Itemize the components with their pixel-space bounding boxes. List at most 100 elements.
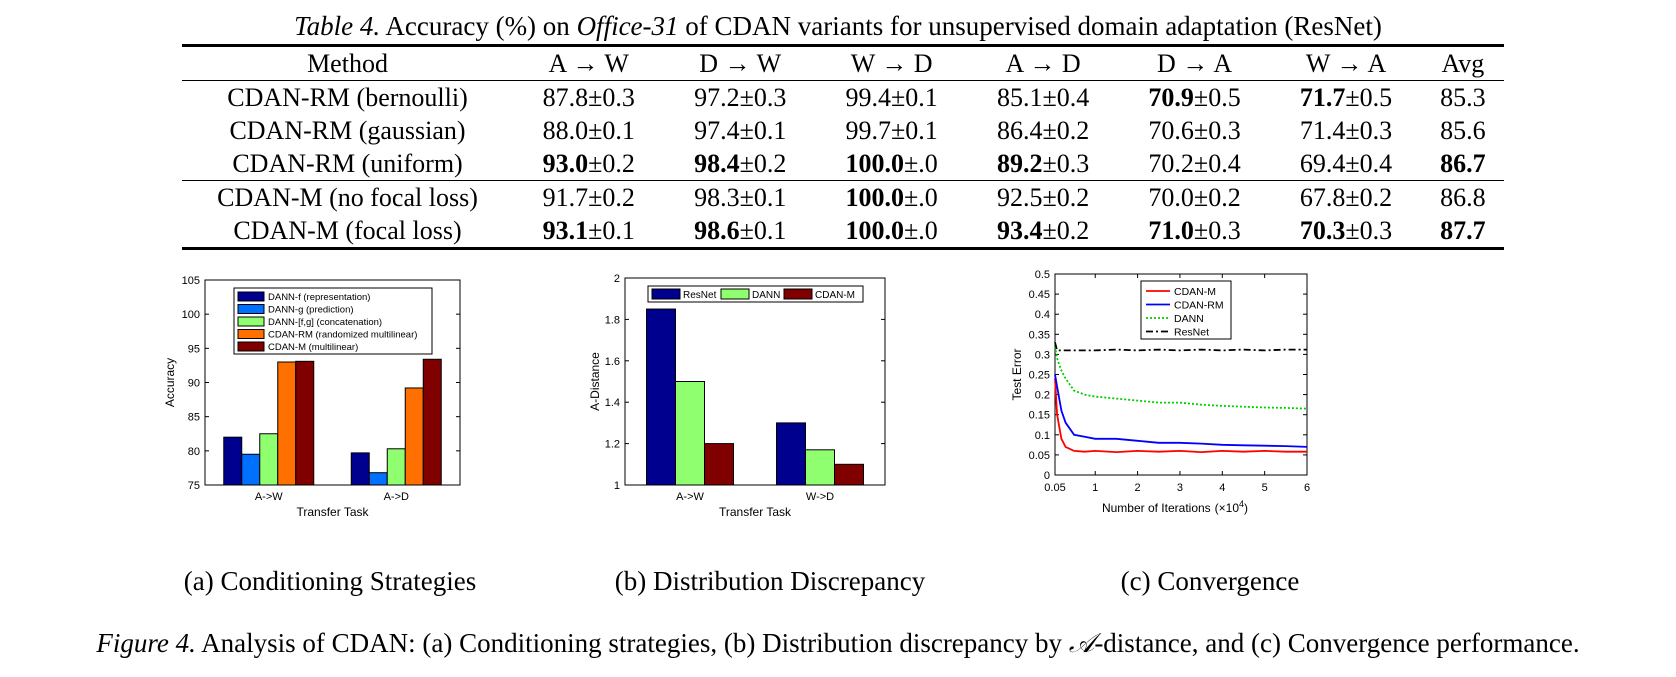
legend-label: CDAN-M xyxy=(1174,286,1216,298)
value-std: ±.0 xyxy=(904,148,938,178)
value-std: ±0.1 xyxy=(588,115,635,145)
value-cell: 87.7 xyxy=(1422,214,1504,249)
value-cell: 97.4±0.1 xyxy=(664,114,815,147)
value-std: ±0.2 xyxy=(588,182,635,212)
value-cell: 100.0±.0 xyxy=(816,181,967,215)
x-axis-label-unit: (×10 xyxy=(1215,501,1240,515)
y-axis-label: Accuracy xyxy=(163,358,177,407)
value-mean: 97.4 xyxy=(694,115,740,145)
value-mean: 85.3 xyxy=(1440,82,1486,112)
value-cell: 85.6 xyxy=(1422,114,1504,147)
figure-caption: Figure 4. Analysis of CDAN: (a) Conditio… xyxy=(0,628,1676,660)
column-header: Method xyxy=(307,48,388,78)
value-mean: 85.1 xyxy=(996,82,1043,112)
y-tick-label: 90 xyxy=(188,378,200,390)
legend-label: DANN-f (representation) xyxy=(268,292,370,303)
value-cell: 93.0±0.2 xyxy=(513,147,664,181)
subcaption-c: (c) Convergence xyxy=(1060,566,1360,597)
value-cell: 93.4±0.2 xyxy=(967,214,1118,249)
subcaption-b-label: (b) xyxy=(614,566,647,596)
value-cell: 87.8±0.3 xyxy=(513,81,664,115)
y-axis-label: A-Distance xyxy=(588,352,602,411)
value-cell: 71.0±0.3 xyxy=(1119,214,1270,249)
value-std: ±0.2 xyxy=(1042,215,1090,245)
x-axis-label: Transfer Task xyxy=(296,505,369,519)
series-line xyxy=(1054,378,1307,454)
y-tick-label: 100 xyxy=(182,309,200,321)
bar xyxy=(295,360,315,486)
x-tick-label: 6 xyxy=(1304,482,1310,494)
y-tick-label: 85 xyxy=(188,412,200,424)
value-mean: 67.8 xyxy=(1299,182,1346,212)
value-cell: 98.6±0.1 xyxy=(664,214,815,249)
value-cell: 98.4±0.2 xyxy=(664,147,815,181)
x-tick-label: A->W xyxy=(255,491,283,503)
table-header-row: Method A → W D → W W → D A → D D → A W → A Avg xyxy=(182,45,1504,81)
value-std: ±0.1 xyxy=(739,182,787,212)
column-header: W → D xyxy=(850,48,933,78)
table-row: CDAN-M (no focal loss) 91.7±0.2 98.3±0.1 10… xyxy=(182,180,1504,215)
subcaption-c-text: Convergence xyxy=(1157,566,1300,596)
value-mean: 88.0 xyxy=(542,115,589,145)
bar xyxy=(675,381,705,486)
figure-caption-text-end: -distance, and (c) Convergence performan… xyxy=(1094,628,1580,658)
x-tick-label: 5 xyxy=(1262,482,1268,494)
legend-box xyxy=(233,287,433,355)
y-tick-label: 0.2 xyxy=(1035,390,1050,402)
series-line xyxy=(1054,374,1308,448)
value-std: ±0.4 xyxy=(1042,82,1090,112)
value-cell: 85.1±0.4 xyxy=(967,81,1118,115)
value-mean: 86.4 xyxy=(996,115,1043,145)
subcaption-b-text: Distribution Discrepancy xyxy=(653,566,926,596)
bar xyxy=(368,472,388,486)
value-std: ±0.5 xyxy=(1345,82,1393,112)
x-tick-label: W->D xyxy=(806,491,834,503)
value-mean: 92.5 xyxy=(996,182,1043,212)
y-tick-label: 1.6 xyxy=(605,356,620,368)
method-cell: CDAN-RM (uniform) xyxy=(232,148,463,178)
y-axis-label: Test Error xyxy=(1010,348,1024,400)
legend-swatch xyxy=(783,288,813,300)
legend-swatch xyxy=(720,288,750,300)
value-cell: 85.3 xyxy=(1422,81,1504,115)
series-line xyxy=(1054,342,1307,352)
figure-caption-label: Figure 4. xyxy=(96,628,196,658)
value-mean: 91.7 xyxy=(542,182,589,212)
figure-caption-text: Analysis of CDAN: (a) Conditioning strat… xyxy=(195,628,1069,658)
legend-label: DANN-[f,g] (concatenation) xyxy=(268,317,382,328)
value-cell: 71.7±0.5 xyxy=(1270,81,1421,115)
y-tick-label: 80 xyxy=(188,446,200,458)
legend-swatch xyxy=(237,291,265,302)
value-cell: 98.3±0.1 xyxy=(664,181,815,215)
value-std: ±0.3 xyxy=(588,82,635,112)
value-mean: 99.7 xyxy=(845,115,892,145)
subcaption-a-label: (a) xyxy=(183,566,214,596)
value-std: ±0.2 xyxy=(1345,182,1393,212)
subcaption-b: (b) Distribution Discrepancy xyxy=(575,566,965,597)
x-tick-label: A->D xyxy=(384,491,409,503)
x-tick-label: 4 xyxy=(1219,482,1225,494)
value-cell: 99.4±0.1 xyxy=(816,81,967,115)
column-header: Avg xyxy=(1441,48,1485,78)
value-std: ±0.5 xyxy=(1193,82,1241,112)
legend-swatch xyxy=(237,341,265,352)
value-mean: 98.6 xyxy=(694,215,740,245)
x-axis-label-text: Number of Iterations xyxy=(1102,501,1211,515)
column-header: D → W xyxy=(699,48,782,78)
y-tick-label: 0 xyxy=(1044,470,1050,482)
legend-swatch xyxy=(237,329,265,339)
y-tick-label: 0.35 xyxy=(1029,329,1050,341)
y-tick-label: 0.15 xyxy=(1029,410,1050,422)
bar xyxy=(422,358,442,486)
value-mean: 71.7 xyxy=(1299,82,1346,112)
x-tick-label: A->W xyxy=(676,491,704,503)
value-cell: 92.5±0.2 xyxy=(967,181,1118,215)
column-header: A → W xyxy=(548,48,629,78)
figure-caption-symbol: 𝒜 xyxy=(1068,628,1095,658)
value-cell: 91.7±0.2 xyxy=(513,181,664,215)
legend-label: ResNet xyxy=(1174,327,1209,339)
value-mean: 98.4 xyxy=(694,148,740,178)
legend-label: CDAN-RM (randomized multilinear) xyxy=(268,330,417,341)
